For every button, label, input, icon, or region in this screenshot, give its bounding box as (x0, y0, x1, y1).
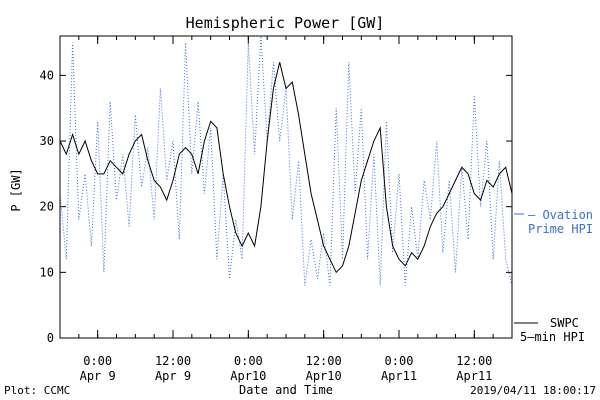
footer-plot-credit: Plot: CCMC (4, 384, 70, 397)
series-layer (59, 35, 513, 286)
y-tick-label-4: 40 (40, 68, 54, 82)
x-tick-time-4: 0:00 (385, 354, 414, 368)
x-tick-date-2: Apr10 (230, 369, 266, 383)
x-tick-time-1: 12:00 (155, 354, 191, 368)
x-tick-time-3: 12:00 (306, 354, 342, 368)
y-axis-ticks: 0 10 20 30 40 (40, 68, 512, 345)
chart-title: Hemispheric Power [GW] (186, 14, 385, 32)
x-tick-date-1: Apr 9 (155, 369, 191, 383)
y-tick-label-1: 10 (40, 265, 54, 279)
x-tick-date-4: Apr11 (381, 369, 417, 383)
y-tick-label-2: 20 (40, 200, 54, 214)
legend-ovation-line2: Prime HPI (528, 222, 593, 236)
legend-swpc-line1: SWPC (550, 316, 579, 330)
legend-swpc-line2: 5—min HPI (520, 330, 585, 344)
x-tick-time-2: 0:00 (234, 354, 263, 368)
plot-frame (59, 35, 513, 339)
x-tick-time-0: 0:00 (83, 354, 112, 368)
legend-ovation-line1: — Ovation (528, 208, 593, 222)
x-tick-date-3: Apr10 (306, 369, 342, 383)
footer-timestamp: 2019/04/11 18:00:17 (470, 384, 596, 397)
y-tick-label-0: 0 (47, 331, 54, 345)
y-tick-label-3: 30 (40, 134, 54, 148)
series-line-0 (59, 35, 513, 286)
series-line-1 (59, 62, 513, 274)
x-tick-date-0: Apr 9 (80, 369, 116, 383)
x-tick-time-5: 12:00 (456, 354, 492, 368)
x-tick-date-5: Apr11 (456, 369, 492, 383)
x-axis-label: Date and Time (239, 383, 333, 397)
y-axis-label: P [GW] (9, 168, 23, 211)
